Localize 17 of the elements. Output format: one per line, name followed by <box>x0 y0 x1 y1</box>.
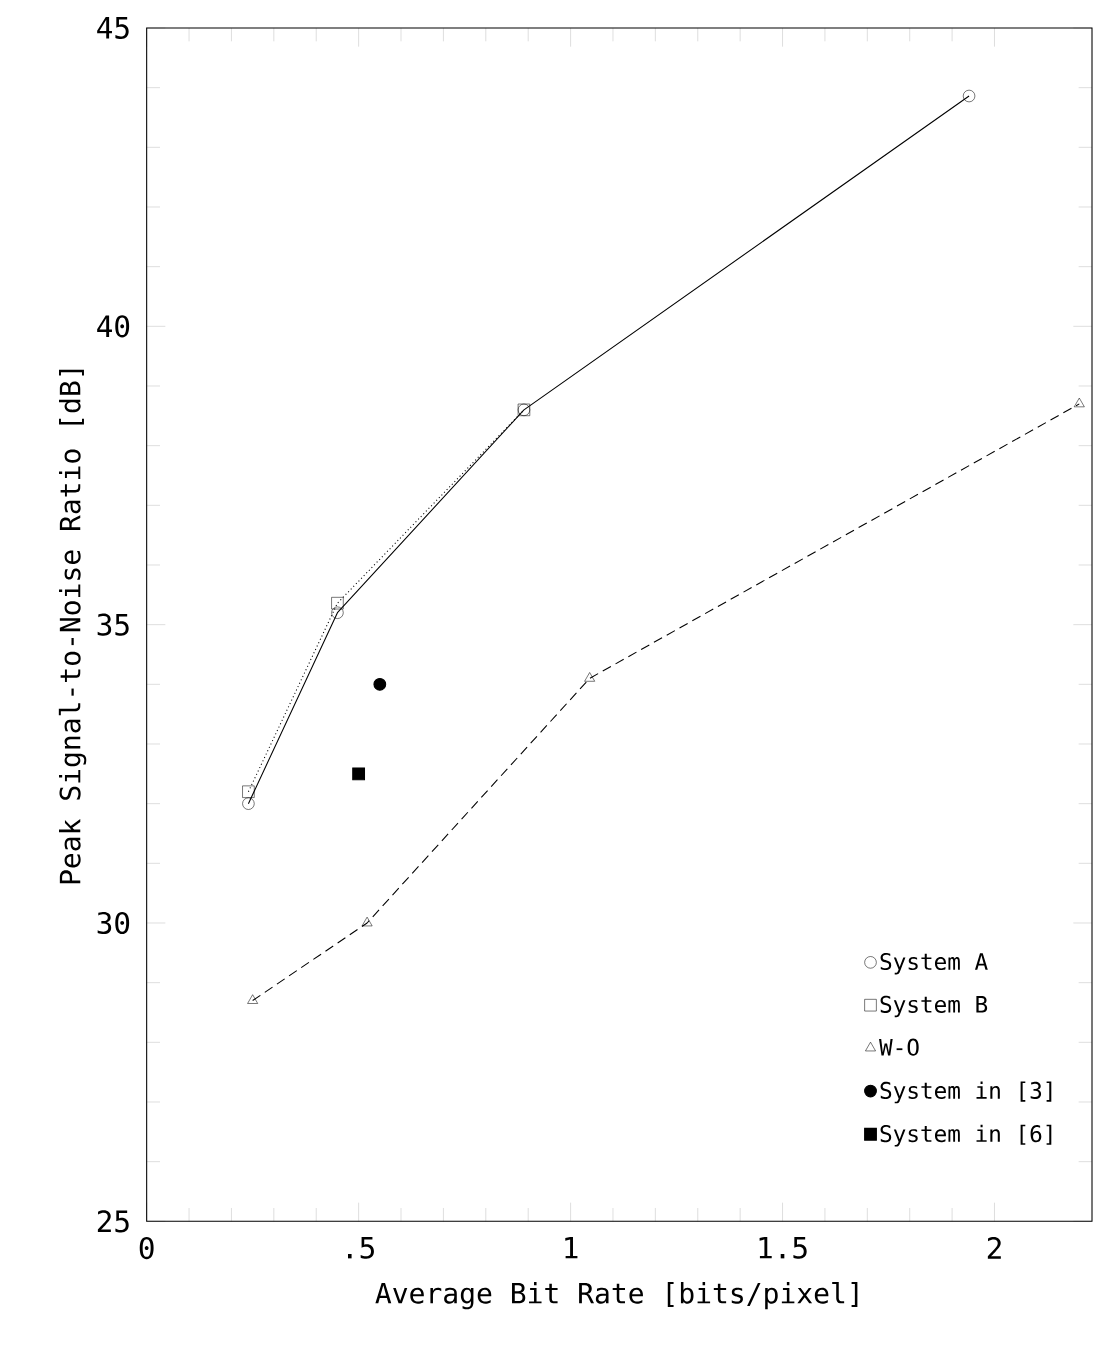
legend-label: System A <box>880 952 988 975</box>
x-tick-label: 1 <box>565 1236 578 1259</box>
legend-label: System in [3] <box>880 1081 1052 1104</box>
legend-label: System B <box>880 995 988 1018</box>
y-tick-label: 45 <box>97 17 129 39</box>
y-tick-label: 30 <box>97 911 130 935</box>
y-tick-label: 25 <box>97 1210 129 1233</box>
x-tick-label: .5 <box>347 1236 374 1259</box>
x-tick-label: 2 <box>987 1236 1001 1259</box>
y-tick-label: 35 <box>97 613 129 636</box>
y-tick-label: 40 <box>97 315 130 338</box>
x-axis-title: Average Bit Rate [bits/pixel] <box>375 1281 858 1310</box>
legend-label: System in [6] <box>880 1124 1052 1147</box>
y-axis-title: Peak Signal-to-Noise Ratio [dB] <box>58 369 87 884</box>
legend-label: W-O <box>879 1038 919 1056</box>
x-tick-label: 0 <box>139 1236 154 1260</box>
x-tick-label: 1.5 <box>759 1236 807 1259</box>
